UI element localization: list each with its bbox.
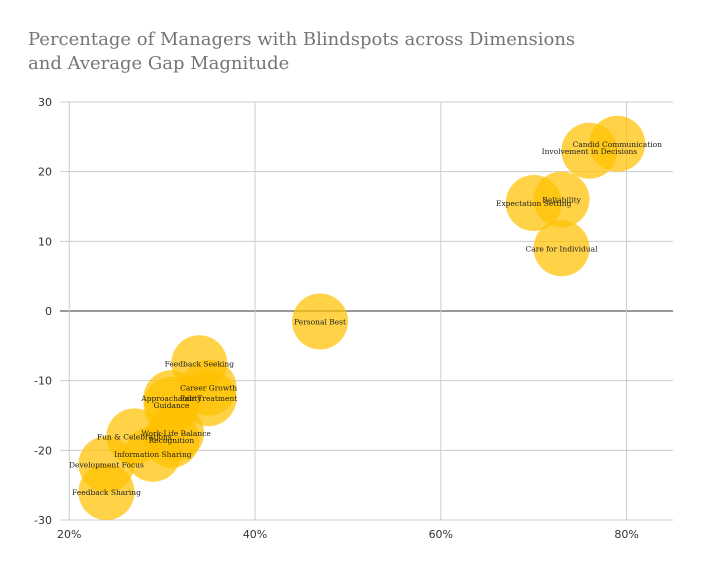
bubble-label: Reliability xyxy=(542,196,581,205)
bubble xyxy=(533,220,590,277)
bubble xyxy=(124,425,181,482)
bubble xyxy=(292,293,349,350)
chart-title-line-2: and Average Gap Magnitude xyxy=(28,53,290,74)
y-tick-label: 30 xyxy=(38,96,52,109)
bubble-label: Feedback Sharing xyxy=(72,488,141,497)
bubble-label: Career Growth xyxy=(180,384,237,393)
y-tick-label: 20 xyxy=(38,166,52,179)
x-tick-label: 20% xyxy=(57,528,81,541)
bubble-label: Guidance xyxy=(153,401,190,410)
bubble xyxy=(505,175,562,232)
bubble-label: Approachability xyxy=(140,394,202,403)
x-tick-label: 40% xyxy=(243,528,267,541)
y-tick-label: 10 xyxy=(38,235,52,248)
bubbles xyxy=(78,115,646,521)
bubble-label: Recognition xyxy=(149,436,195,445)
bubble-label: Feedback Seeking xyxy=(165,359,235,368)
bubble-label: Expectation Setting xyxy=(496,199,572,208)
bubble-label: Fun & Celebrations xyxy=(97,432,172,441)
bubble-label: Personal Best xyxy=(294,317,346,326)
chart-title-line-1: Percentage of Managers with Blindspots a… xyxy=(28,29,576,50)
y-tick-label: 0 xyxy=(45,305,52,318)
bubble-label: Development Focus xyxy=(69,460,144,469)
bubble-label: Work-Life Balance xyxy=(141,429,211,438)
bubble-label: Fair Treatment xyxy=(180,394,237,403)
bubble-label: Care for Individual xyxy=(526,244,599,253)
chart-title: Percentage of Managers with Blindspots a… xyxy=(28,28,668,76)
x-tick-label: 80% xyxy=(614,528,638,541)
x-tick-label: 60% xyxy=(429,528,453,541)
y-tick-label: -10 xyxy=(34,375,52,388)
bubble-label: Information Sharing xyxy=(114,450,192,459)
axis-ticks: 30 20 10 0 -10 -20 -30 20% 40% 60% 80% xyxy=(34,96,639,541)
y-tick-label: -30 xyxy=(34,514,52,527)
y-tick-label: -20 xyxy=(34,444,52,457)
bubble xyxy=(78,464,135,521)
bubble-label: Candid Communication xyxy=(573,140,663,149)
bubble-label: Involvement in Decisions xyxy=(542,147,638,156)
bubble xyxy=(561,122,618,179)
